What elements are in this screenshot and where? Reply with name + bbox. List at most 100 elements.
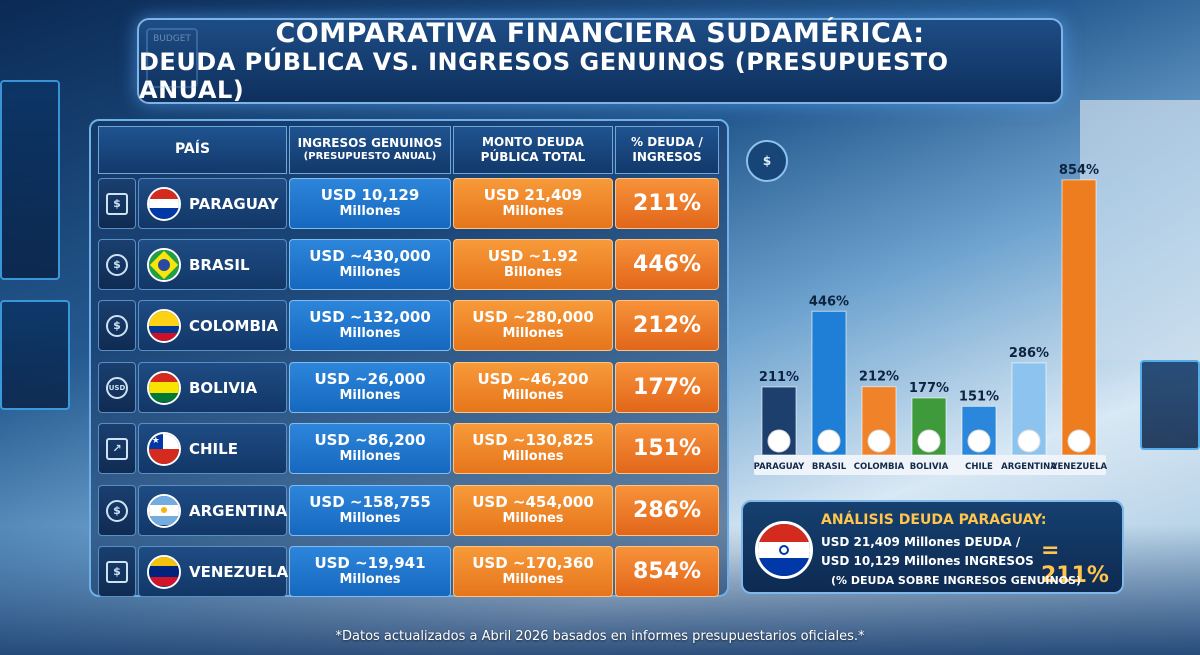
deuda-cell: USD ~130,825 Millones — [453, 423, 613, 474]
chart-category-label: ARGENTINA — [1001, 462, 1057, 472]
row-icon-glyph: $ — [113, 504, 121, 517]
paraguay-flag-icon — [755, 521, 813, 579]
row-icon-cell: $ — [98, 239, 136, 290]
chile-flag-icon: ★ — [147, 431, 181, 466]
chart-flag-marker — [967, 429, 991, 453]
row-icon-glyph: $ — [113, 565, 121, 578]
country-name: COLOMBIA — [189, 316, 279, 335]
background-monitor-right — [1140, 360, 1200, 450]
chart-category-label: BRASIL — [812, 462, 847, 472]
ingresos-value: USD ~132,000 — [309, 308, 431, 327]
background-window — [1080, 100, 1200, 360]
deuda-value: USD ~46,200 — [477, 370, 589, 389]
country-name: PARAGUAY — [189, 194, 279, 213]
clipboard-dollar-icon: $ — [106, 192, 128, 215]
chart-data-label: 211% — [759, 370, 799, 385]
coin-stack-icon: $ — [106, 314, 128, 337]
row-icon-cell: $ — [98, 178, 136, 229]
country-name: BOLIVIA — [189, 378, 258, 397]
row-icon-glyph: $ — [113, 197, 121, 210]
pct-cell: 151% — [615, 423, 719, 474]
table-row: USD BOLIVIA USD ~26,000 Millones USD ~46… — [98, 362, 721, 413]
deuda-value: USD ~1.92 — [487, 247, 579, 266]
ingresos-cell: USD ~158,755 Millones — [289, 485, 451, 536]
header-deuda: MONTO DEUDA PÚBLICA TOTAL — [453, 126, 613, 174]
clipboard-dollar-icon: $ — [746, 140, 788, 182]
chart-data-label: 151% — [959, 389, 999, 404]
ingresos-unit: Millones — [339, 510, 401, 526]
chart-flag-marker — [767, 429, 791, 453]
pct-value: 177% — [633, 375, 701, 400]
ingresos-value: USD ~26,000 — [314, 370, 426, 389]
title-banner: COMPARATIVA FINANCIERA SUDAMÉRICA: DEUDA… — [137, 18, 1063, 104]
ingresos-value: USD ~86,200 — [314, 431, 426, 450]
deuda-cell: USD ~1.92 Billones — [453, 239, 613, 290]
pct-value: 446% — [633, 252, 701, 277]
chart-flag-marker — [1067, 429, 1091, 453]
header-deuda-sub: PÚBLICA TOTAL — [480, 150, 586, 164]
deuda-cell: USD ~46,200 Millones — [453, 362, 613, 413]
row-icon-glyph: $ — [113, 258, 121, 271]
deuda-unit: Billones — [503, 264, 563, 280]
deuda-unit: Millones — [502, 571, 564, 587]
header-ingresos-label: INGRESOS GENUINOS — [297, 136, 443, 151]
header-pct-sub: INGRESOS — [632, 150, 702, 164]
pct-value: 286% — [633, 498, 701, 523]
country-cell: ★ CHILE — [138, 423, 287, 474]
chart-flag-marker — [917, 429, 941, 453]
chart-icon-glyph: $ — [762, 154, 772, 168]
deuda-value: USD ~454,000 — [472, 493, 594, 512]
row-icon-cell: $ — [98, 485, 136, 536]
deuda-unit: Millones — [502, 325, 564, 341]
country-name: CHILE — [189, 439, 238, 458]
header-deuda-label: MONTO DEUDA — [482, 135, 584, 149]
venezuela-flag-icon — [147, 554, 181, 589]
pct-value: 151% — [633, 436, 701, 461]
banknote-icon: $ — [106, 560, 128, 583]
budget-clipboard-icon: BUDGET — [146, 28, 198, 88]
table-header: PAÍS INGRESOS GENUINOS (PRESUPUESTO ANUA… — [98, 126, 721, 174]
chart-data-label: 854% — [1059, 163, 1099, 178]
ingresos-value: USD 10,129 — [320, 186, 420, 205]
table-row: $ VENEZUELA USD ~19,941 Millones USD ~17… — [98, 546, 721, 597]
table-row: $ PARAGUAY USD 10,129 Millones USD 21,40… — [98, 178, 721, 229]
deuda-value: USD ~280,000 — [472, 308, 594, 327]
row-icon-cell: ↗ — [98, 423, 136, 474]
chart-category-label: BOLIVIA — [910, 462, 949, 472]
chart-data-label: 177% — [909, 381, 949, 396]
row-icon-glyph: ↗ — [112, 442, 122, 455]
growth-chart-icon: ↗ — [106, 437, 128, 460]
analysis-title: ANÁLISIS DEUDA PARAGUAY: — [821, 512, 1047, 528]
header-pct-label: % DEUDA / — [631, 135, 703, 149]
analysis-debt-line: USD 21,409 Millones DEUDA / — [821, 535, 1021, 549]
pct-cell: 211% — [615, 178, 719, 229]
ingresos-cell: USD ~430,000 Millones — [289, 239, 451, 290]
table-row: $ ARGENTINA USD ~158,755 Millones USD ~4… — [98, 485, 721, 536]
pct-value: 211% — [633, 191, 701, 216]
row-icon-glyph: USD — [108, 383, 126, 392]
paraguay-flag-icon — [147, 186, 181, 221]
analysis-income-line: USD 10,129 Millones INGRESOS — [821, 554, 1034, 568]
ingresos-cell: USD 10,129 Millones — [289, 178, 451, 229]
ingresos-value: USD ~158,755 — [309, 493, 431, 512]
deuda-value: USD 21,409 — [483, 186, 583, 205]
chart-data-label: 286% — [1009, 346, 1049, 361]
ingresos-unit: Millones — [339, 203, 401, 219]
row-icon-cell: $ — [98, 300, 136, 351]
ingresos-value: USD ~430,000 — [309, 247, 431, 266]
deuda-unit: Millones — [502, 203, 564, 219]
bolivia-flag-icon — [147, 370, 181, 405]
header-ingresos: INGRESOS GENUINOS (PRESUPUESTO ANUAL) — [289, 126, 451, 174]
country-cell: ARGENTINA — [138, 485, 287, 536]
ingresos-cell: USD ~26,000 Millones — [289, 362, 451, 413]
row-icon-cell: USD — [98, 362, 136, 413]
analysis-result: = 211% — [1041, 538, 1109, 588]
dollar-coin-icon: $ — [106, 253, 128, 276]
budget-icon-label: BUDGET — [153, 34, 191, 44]
deuda-unit: Millones — [502, 510, 564, 526]
table-row: ↗ ★ CHILE USD ~86,200 Millones USD ~130,… — [98, 423, 721, 474]
deuda-cell: USD ~280,000 Millones — [453, 300, 613, 351]
usd-circle-icon: USD — [106, 376, 128, 399]
table-row: $ BRASIL USD ~430,000 Millones USD ~1.92… — [98, 239, 721, 290]
chart-category-label: CHILE — [965, 462, 993, 472]
